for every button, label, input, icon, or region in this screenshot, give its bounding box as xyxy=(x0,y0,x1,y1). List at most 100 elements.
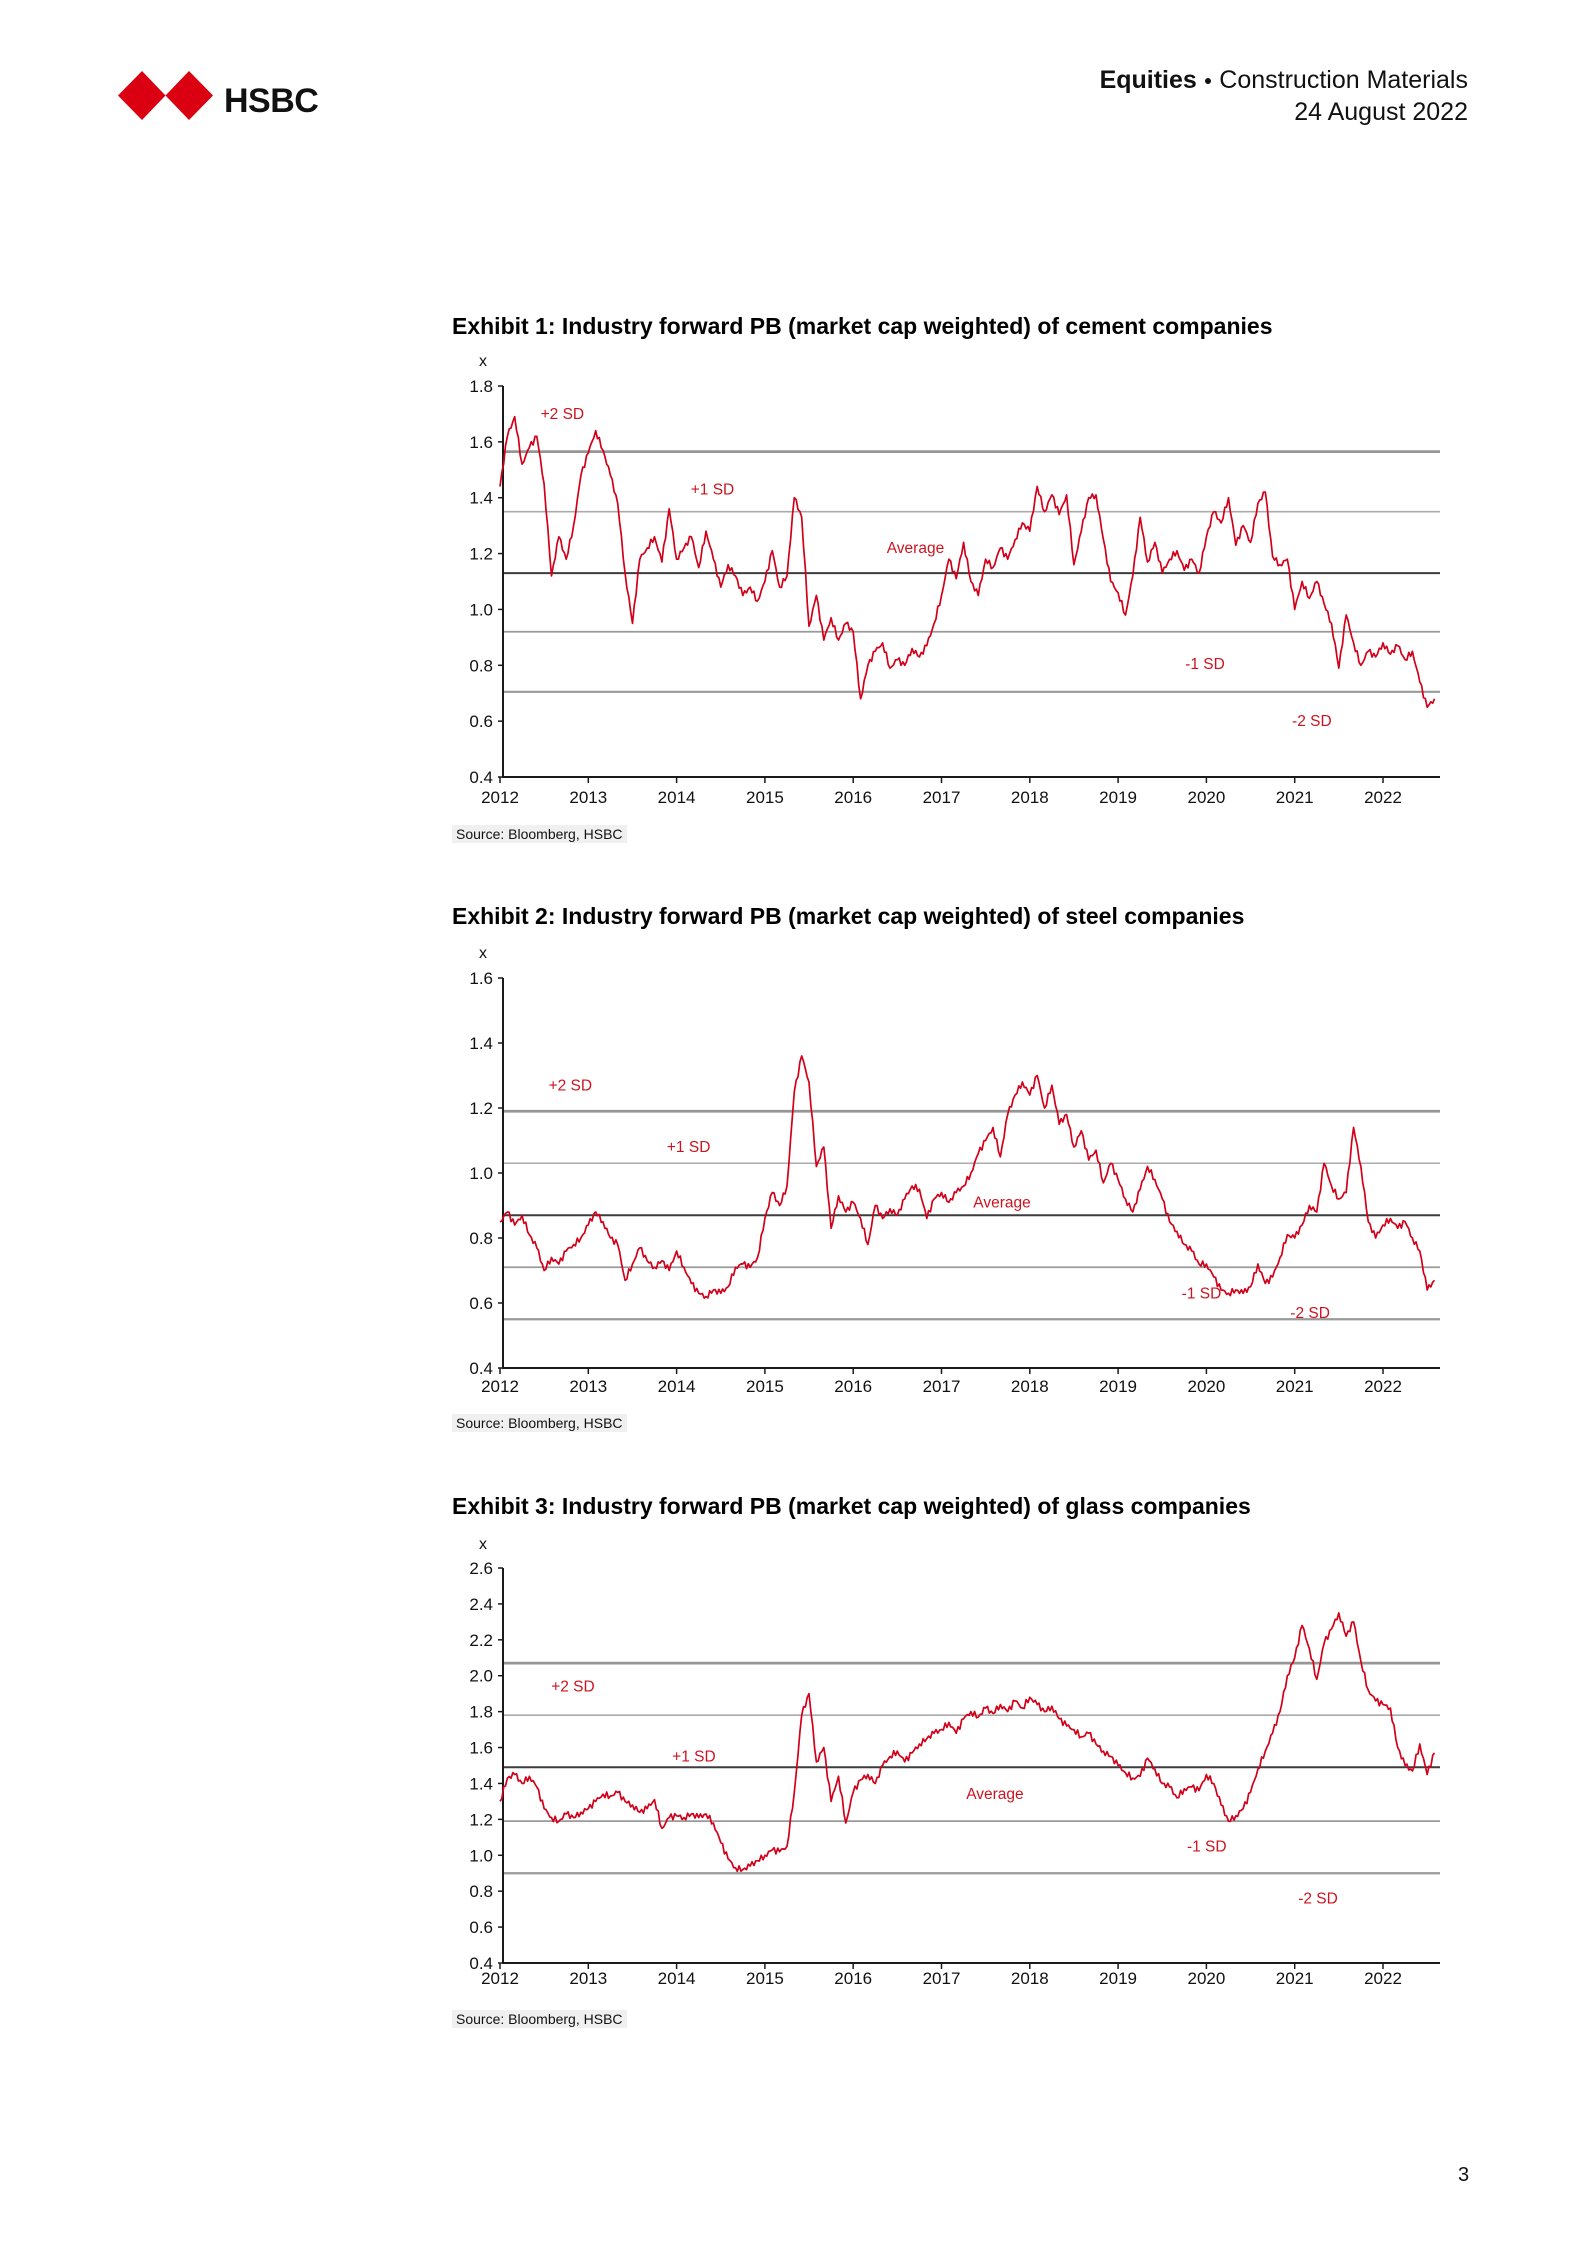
x-tick-label: 2013 xyxy=(569,788,607,807)
exhibit-1-chart: 1.8 1.6 1.4 1.2 1.0 0.8 0.6 0.4 x 2012 2013 2014 201… xyxy=(469,353,1440,807)
y-tick-label: 1.4 xyxy=(469,1774,493,1793)
hsbc-hexagon-icon xyxy=(118,71,213,120)
y-tick-label: 1.2 xyxy=(469,545,493,564)
y-tick-label: 1.2 xyxy=(469,1099,493,1118)
pb-series-line xyxy=(499,1055,1436,1299)
exhibit-2-chart: 1.6 1.4 1.2 1.0 0.8 0.6 0.4 x 2012 2013 2014 2015 20… xyxy=(469,945,1440,1396)
x-tick-label: 2016 xyxy=(834,788,872,807)
band-annotation: +1 SD xyxy=(672,1749,716,1766)
x-tick-label: 2014 xyxy=(658,1377,696,1396)
exhibit-1-title: Exhibit 1: Industry forward PB (market c… xyxy=(452,313,1273,339)
x-tick-label: 2019 xyxy=(1099,788,1137,807)
y-tick-label: 0.6 xyxy=(469,1918,493,1937)
band-annotation: +1 SD xyxy=(667,1139,711,1156)
pb-series-line xyxy=(499,1612,1436,1873)
section-label: Equities xyxy=(1099,66,1197,94)
y-tick-label: 1.4 xyxy=(469,489,493,508)
x-tick-label: 2019 xyxy=(1099,1969,1137,1988)
x-tick-label: 2021 xyxy=(1276,788,1314,807)
x-tick-label: 2014 xyxy=(658,1969,696,1988)
x-tick-label: 2015 xyxy=(746,1377,784,1396)
x-tick-label: 2016 xyxy=(834,1377,872,1396)
x-tick-label: 2021 xyxy=(1276,1969,1314,1988)
y-tick-label: 0.8 xyxy=(469,1882,493,1901)
band-annotation: -1 SD xyxy=(1185,656,1225,673)
bullet-separator-icon: ● xyxy=(1203,72,1213,88)
hsbc-logo-icon xyxy=(118,71,213,120)
x-tick-label: 2018 xyxy=(1011,788,1049,807)
x-tick-label: 2017 xyxy=(923,1969,961,1988)
x-tick-label: 2012 xyxy=(481,1377,519,1396)
x-tick-label: 2013 xyxy=(569,1377,607,1396)
y-tick-label: 0.8 xyxy=(469,656,493,675)
band-annotation: +2 SD xyxy=(541,406,585,423)
y-tick-label: 0.4 xyxy=(469,1954,493,1973)
y-tick-label: 2.0 xyxy=(469,1667,493,1686)
y-axis-unit-label: x xyxy=(479,945,487,962)
exhibit-3-chart: 2.6 2.4 2.2 2.0 1.8 1.6 1.4 1.2 1.0 0.8 0.6 0.4 x 201… xyxy=(469,1536,1440,1988)
y-tick-label: 1.8 xyxy=(469,1703,493,1722)
page-number: 3 xyxy=(1458,2164,1470,2186)
y-tick-label: 2.6 xyxy=(469,1559,493,1578)
y-tick-label: 2.4 xyxy=(469,1595,493,1614)
header-line-1: Equities ● Construction Materials xyxy=(1100,64,1468,96)
x-tick-label: 2017 xyxy=(923,1377,961,1396)
x-tick-label: 2022 xyxy=(1364,1377,1402,1396)
x-tick-label: 2020 xyxy=(1187,788,1225,807)
x-tick-label: 2019 xyxy=(1099,1377,1137,1396)
y-axis-unit-label: x xyxy=(479,353,487,370)
band-annotation: Average xyxy=(973,1194,1030,1211)
x-tick-label: 2020 xyxy=(1187,1969,1225,1988)
y-tick-label: 0.8 xyxy=(469,1229,493,1248)
band-annotation: -2 SD xyxy=(1292,713,1332,730)
pb-series-line xyxy=(499,415,1436,709)
x-tick-label: 2012 xyxy=(481,788,519,807)
x-tick-label: 2022 xyxy=(1364,788,1402,807)
x-tick-label: 2022 xyxy=(1364,1969,1402,1988)
band-annotation: Average xyxy=(887,540,944,557)
band-annotation: -1 SD xyxy=(1187,1838,1227,1855)
x-tick-label: 2020 xyxy=(1187,1377,1225,1396)
y-tick-label: 1.6 xyxy=(469,1739,493,1758)
y-tick-label: 1.4 xyxy=(469,1034,493,1053)
y-tick-label: 1.8 xyxy=(469,377,493,396)
y-tick-label: 1.0 xyxy=(469,600,493,619)
exhibit-3-source: Source: Bloomberg, HSBC xyxy=(452,2010,627,2028)
exhibit-1-source: Source: Bloomberg, HSBC xyxy=(452,825,627,843)
band-annotation: -2 SD xyxy=(1290,1305,1330,1322)
x-tick-label: 2014 xyxy=(658,788,696,807)
band-annotation: -2 SD xyxy=(1298,1890,1338,1907)
y-tick-label: 0.4 xyxy=(469,768,493,787)
brand-wordmark: HSBC xyxy=(224,82,319,120)
y-tick-label: 0.4 xyxy=(469,1359,493,1378)
x-tick-label: 2012 xyxy=(481,1969,519,1988)
x-tick-label: 2015 xyxy=(746,788,784,807)
band-annotation: Average xyxy=(966,1786,1023,1803)
band-annotation: +2 SD xyxy=(551,1679,595,1696)
x-tick-label: 2016 xyxy=(834,1969,872,1988)
y-tick-label: 1.0 xyxy=(469,1164,493,1183)
x-tick-label: 2021 xyxy=(1276,1377,1314,1396)
y-axis-unit-label: x xyxy=(479,1536,487,1553)
x-tick-label: 2017 xyxy=(923,788,961,807)
y-tick-label: 1.6 xyxy=(469,433,493,452)
report-date: 24 August 2022 xyxy=(1294,98,1468,126)
x-tick-label: 2018 xyxy=(1011,1969,1049,1988)
x-tick-label: 2018 xyxy=(1011,1377,1049,1396)
category-label: Construction Materials xyxy=(1219,66,1468,94)
band-annotation: +1 SD xyxy=(691,481,735,498)
band-annotation: +2 SD xyxy=(549,1077,593,1094)
exhibit-2-source: Source: Bloomberg, HSBC xyxy=(452,1414,627,1432)
exhibit-2-title: Exhibit 2: Industry forward PB (market c… xyxy=(452,903,1245,929)
band-annotation: -1 SD xyxy=(1182,1285,1222,1302)
document-header: Equities ● Construction Materials 24 Augus… xyxy=(1100,64,1468,128)
y-tick-label: 0.6 xyxy=(469,1294,493,1313)
x-tick-label: 2015 xyxy=(746,1969,784,1988)
y-tick-label: 1.6 xyxy=(469,969,493,988)
y-tick-label: 1.0 xyxy=(469,1846,493,1865)
y-tick-label: 1.2 xyxy=(469,1810,493,1829)
y-tick-label: 0.6 xyxy=(469,712,493,731)
y-tick-label: 2.2 xyxy=(469,1631,493,1650)
